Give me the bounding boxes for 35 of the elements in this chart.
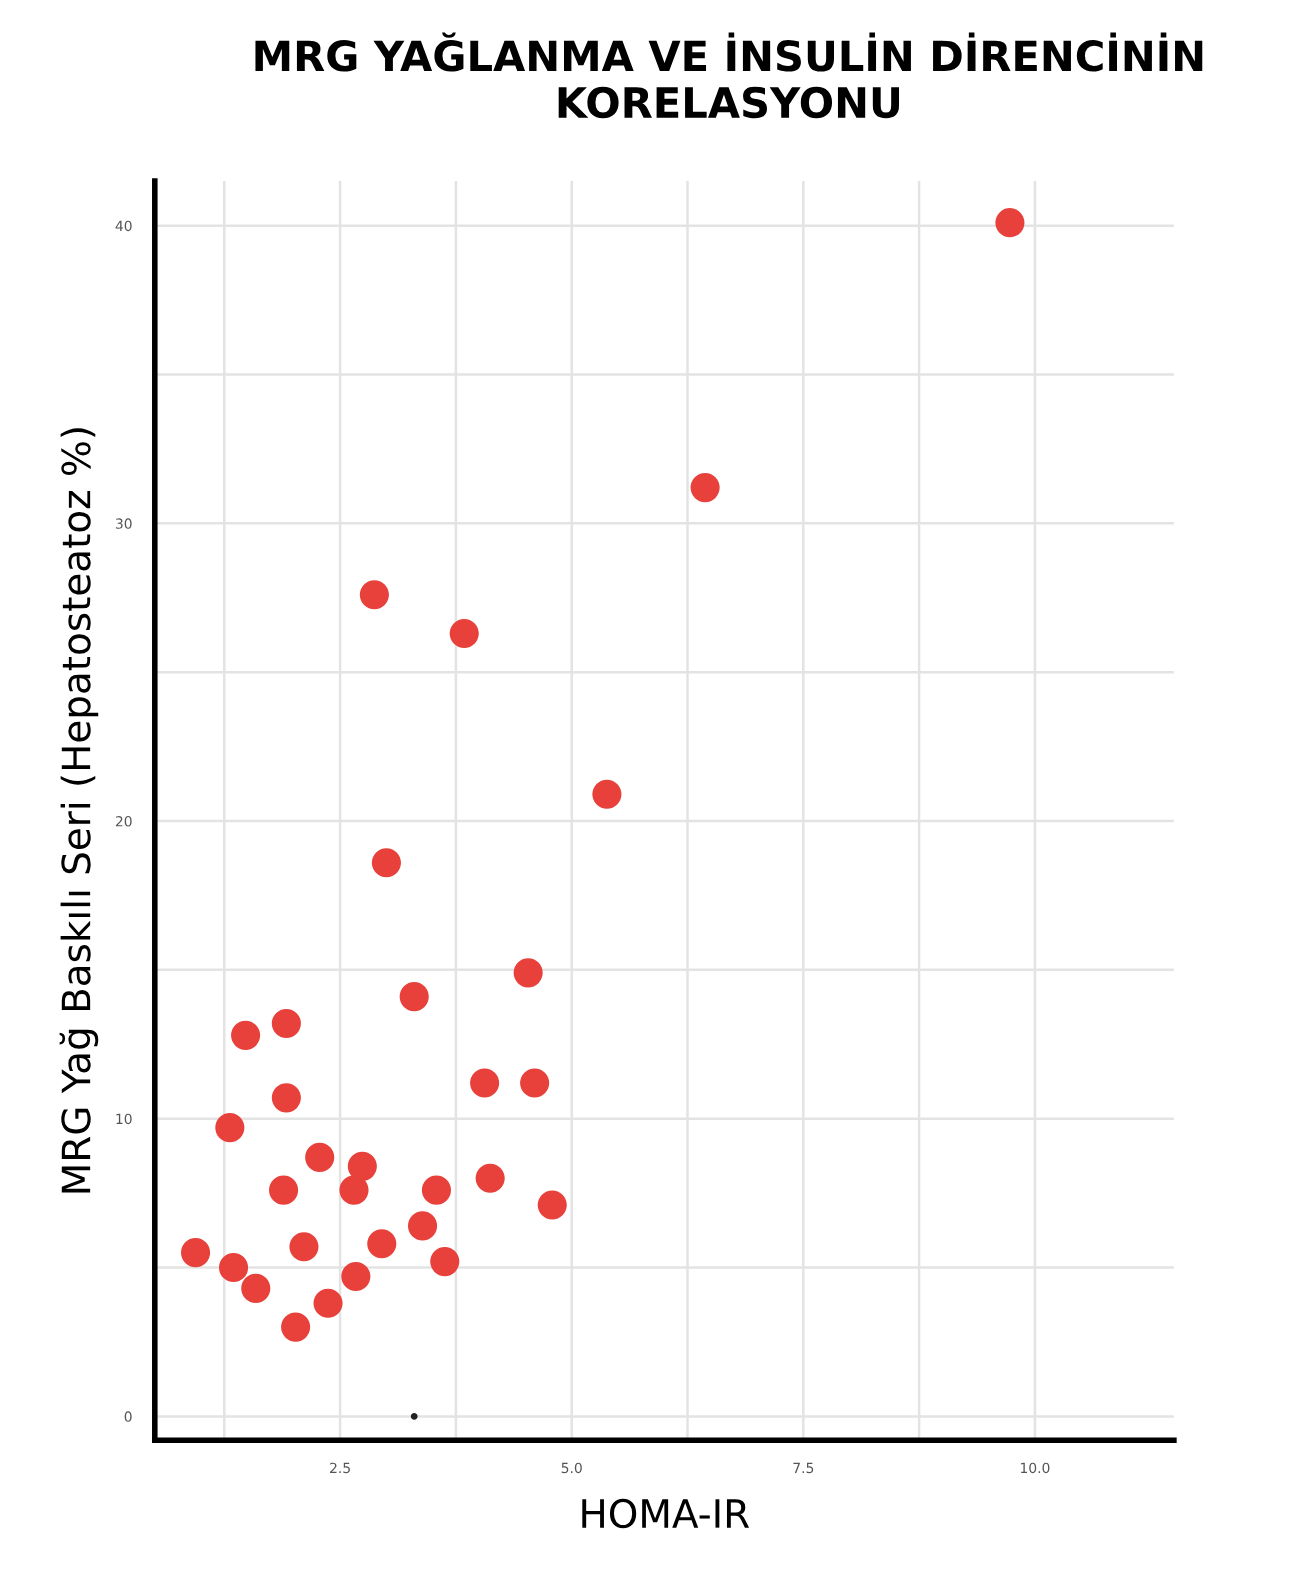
point: [449, 618, 479, 649]
point: [339, 1175, 369, 1205]
point: [313, 1288, 343, 1318]
point: [231, 1020, 261, 1050]
point: [305, 1142, 335, 1172]
point: [537, 1190, 567, 1220]
x-axis-title: HOMA-IR: [582, 1498, 750, 1529]
chart-title: MRG YAĞLANMA VE İNSULİN DİRENCİNİN KORELASYONU: [255, 32, 1203, 119]
point: [215, 1113, 245, 1143]
point: [271, 1008, 301, 1039]
point: [181, 1238, 211, 1268]
point: [513, 958, 543, 988]
point: [430, 1247, 460, 1277]
point: [399, 982, 429, 1012]
point: [421, 1175, 452, 1205]
point: [281, 1312, 311, 1342]
y-axis-title: MRG Yağ Baskılı Seri (Hepatosteatoz %): [59, 428, 99, 1193]
point: [410, 1412, 418, 1420]
point: [995, 208, 1025, 238]
point: [241, 1273, 271, 1303]
point: [592, 779, 622, 809]
point: [359, 580, 389, 610]
point: [269, 1175, 299, 1205]
point: [271, 1083, 301, 1113]
point: [341, 1261, 371, 1292]
point: [407, 1211, 438, 1241]
point: [520, 1068, 550, 1098]
point: [475, 1163, 505, 1193]
point: [470, 1068, 500, 1098]
point: [690, 473, 720, 503]
point: [218, 1252, 249, 1283]
point: [289, 1232, 319, 1262]
point: [347, 1151, 377, 1181]
point: [367, 1229, 397, 1259]
point: [371, 848, 401, 878]
